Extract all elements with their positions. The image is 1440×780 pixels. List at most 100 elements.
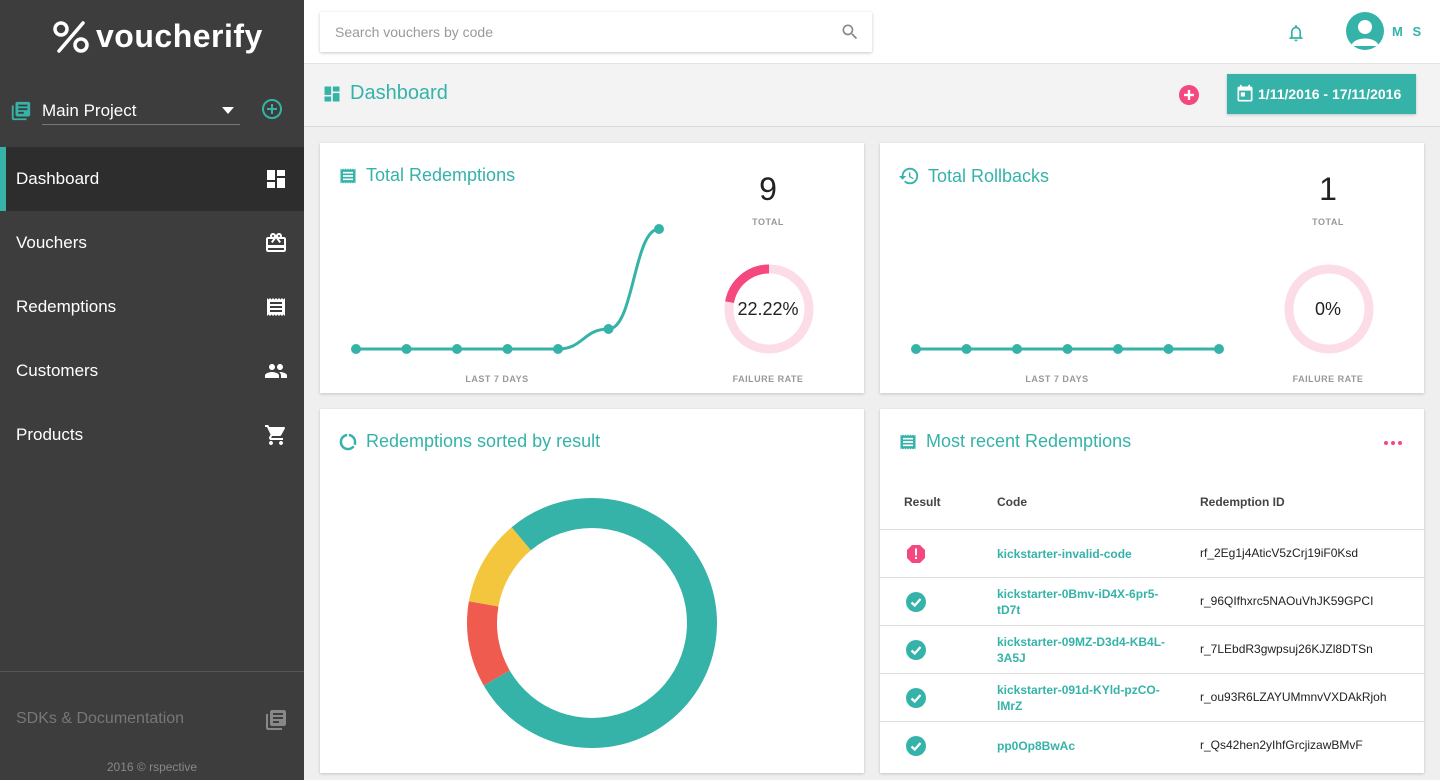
redemption-code[interactable]: kickstarter-09MZ-D3d4-KB4L-3A5J bbox=[997, 635, 1166, 665]
library-books-icon[interactable] bbox=[264, 708, 288, 732]
sidebar-item-dashboard[interactable]: Dashboard bbox=[0, 147, 304, 211]
sidebar-item-label: Customers bbox=[16, 361, 99, 380]
data-point bbox=[654, 224, 664, 234]
data-point bbox=[1113, 344, 1123, 354]
avatar[interactable] bbox=[1346, 12, 1384, 50]
redemption-code[interactable]: kickstarter-091d-KYld-pzCO-lMrZ bbox=[997, 683, 1160, 713]
check-circle-icon bbox=[906, 736, 926, 756]
user-initials[interactable]: M S bbox=[1392, 24, 1425, 39]
page-header: Dashboard 1/11/2016 - 17/11/2016 bbox=[304, 64, 1440, 127]
failure-rate-value: 0% bbox=[1314, 299, 1341, 319]
donut-segment-rollback[interactable] bbox=[468, 527, 531, 607]
card-title-text: Redemptions sorted by result bbox=[366, 431, 601, 451]
data-point bbox=[553, 344, 563, 354]
redemption-id: r_96QIfhxrc5NAOuVhJK59GPCI bbox=[1200, 594, 1374, 608]
search-icon[interactable] bbox=[840, 22, 860, 42]
data-point bbox=[911, 344, 921, 354]
ring-track bbox=[1284, 264, 1374, 354]
calendar-icon bbox=[1237, 84, 1253, 102]
logo-text: voucherify bbox=[96, 18, 263, 54]
ring-fill bbox=[724, 264, 814, 354]
table-row[interactable]: kickstarter-0Bmv-iD4X-6pr5-tD7t r_96QIfh… bbox=[880, 578, 1424, 626]
data-point bbox=[1062, 344, 1073, 354]
project-name: Main Project bbox=[42, 100, 137, 120]
failure-rate-label: FAILURE RATE bbox=[1292, 374, 1364, 384]
data-point bbox=[603, 324, 614, 334]
total-value: 9 bbox=[759, 171, 777, 207]
data-point bbox=[452, 344, 462, 354]
logo[interactable]: voucherify bbox=[52, 18, 263, 55]
sidebar-item-vouchers[interactable]: Vouchers bbox=[0, 211, 304, 275]
project-list-icon bbox=[11, 101, 31, 121]
project-switcher: Main Project bbox=[10, 96, 290, 126]
gift-card-icon bbox=[266, 233, 286, 252]
card-title-text: Total Redemptions bbox=[366, 165, 516, 185]
sidebar-item-label: Vouchers bbox=[16, 233, 87, 252]
card-title-text: Total Rollbacks bbox=[928, 165, 1050, 186]
add-project-icon[interactable] bbox=[261, 98, 283, 120]
sidebar-item-label: Dashboard bbox=[16, 169, 100, 188]
add-button[interactable] bbox=[1179, 85, 1199, 105]
redemption-code[interactable]: pp0Op8BwAc bbox=[997, 739, 1076, 753]
table-row[interactable]: kickstarter-invalid-code rf_2Eg1j4AticV5… bbox=[880, 530, 1424, 578]
redemption-code[interactable]: kickstarter-0Bmv-iD4X-6pr5-tD7t bbox=[997, 587, 1159, 617]
data-point bbox=[1214, 344, 1224, 354]
cart-icon bbox=[265, 425, 286, 445]
date-range-label: 1/11/2016 - 17/11/2016 bbox=[1258, 86, 1402, 102]
person-icon bbox=[1351, 20, 1379, 46]
table-row[interactable]: pp0Op8BwAc r_Qs42hen2yIhfGrcjizawBMvF bbox=[880, 722, 1424, 770]
total-redemptions-card: Total Redemptions LAST 7 DAYS 9 TOTAL 22… bbox=[320, 143, 864, 393]
date-range-button[interactable]: 1/11/2016 - 17/11/2016 bbox=[1227, 74, 1416, 114]
failure-rate-value: 22.22% bbox=[737, 299, 799, 319]
chevron-down-icon bbox=[222, 107, 234, 114]
failure-rate-ring bbox=[1284, 264, 1374, 354]
rollbacks-line-chart bbox=[911, 344, 1224, 354]
total-label: TOTAL bbox=[752, 217, 784, 227]
percent-logo-icon bbox=[53, 20, 89, 53]
total-rollbacks-card: Total Rollbacks LAST 7 DAYS 1 TOTAL 0% F… bbox=[880, 143, 1424, 393]
more-horizontal-icon[interactable] bbox=[1383, 433, 1403, 453]
total-value: 1 bbox=[1319, 171, 1337, 207]
dashboard-icon bbox=[267, 170, 285, 188]
error-octagon-icon bbox=[907, 545, 925, 563]
search-box bbox=[320, 12, 872, 52]
search-input[interactable] bbox=[335, 24, 825, 40]
column-header-code[interactable]: Code bbox=[997, 495, 1027, 509]
data-point bbox=[1012, 344, 1022, 354]
column-header-redemption-id[interactable]: Redemption ID bbox=[1200, 495, 1285, 509]
check-circle-icon bbox=[906, 592, 926, 612]
redemptions-table: Result Code Redemption ID kickstarter-in… bbox=[880, 493, 1424, 770]
card-title-text: Most recent Redemptions bbox=[926, 431, 1132, 451]
people-icon bbox=[265, 364, 287, 378]
check-circle-icon bbox=[906, 688, 926, 708]
sidebar-item-redemptions[interactable]: Redemptions bbox=[0, 275, 304, 339]
data-point bbox=[961, 344, 972, 354]
donut-segment-failure[interactable] bbox=[467, 601, 510, 686]
page-title: Dashboard bbox=[322, 82, 448, 105]
column-header-result[interactable]: Result bbox=[904, 495, 941, 509]
table-header: Result Code Redemption ID bbox=[880, 493, 1424, 530]
redemption-id: r_7LEbdR3gwpsuj26KJZl8DTSn bbox=[1200, 642, 1373, 656]
table-row[interactable]: kickstarter-091d-KYld-pzCO-lMrZ r_ou93R6… bbox=[880, 674, 1424, 722]
failure-rate-ring bbox=[724, 264, 814, 354]
receipt-icon bbox=[340, 168, 356, 183]
table-row[interactable]: kickstarter-09MZ-D3d4-KB4L-3A5J r_7LEbdR… bbox=[880, 626, 1424, 674]
check-circle-icon bbox=[906, 640, 926, 660]
history-icon bbox=[898, 167, 919, 185]
chart-label: LAST 7 DAYS bbox=[465, 374, 529, 384]
card-title: Total Redemptions bbox=[338, 165, 515, 186]
sdk-docs-link[interactable]: SDKs & Documentation bbox=[16, 710, 185, 727]
sidebar-item-customers[interactable]: Customers bbox=[0, 339, 304, 403]
dashboard-icon bbox=[324, 86, 340, 101]
data-point bbox=[502, 344, 513, 354]
redemption-code[interactable]: kickstarter-invalid-code bbox=[997, 547, 1132, 561]
series-line bbox=[356, 227, 660, 351]
project-select[interactable]: Main Project bbox=[42, 97, 240, 125]
bell-icon[interactable] bbox=[1286, 22, 1306, 44]
sidebar: voucherify Main Project Dashboard Vouche… bbox=[0, 0, 304, 780]
donut-segment-success-2[interactable] bbox=[511, 498, 592, 551]
sidebar-item-products[interactable]: Products bbox=[0, 403, 304, 467]
sidebar-footer: SDKs & Documentation 2016 © rspective bbox=[0, 671, 304, 774]
result-donut-chart bbox=[467, 498, 717, 748]
plus-icon bbox=[1184, 90, 1194, 100]
